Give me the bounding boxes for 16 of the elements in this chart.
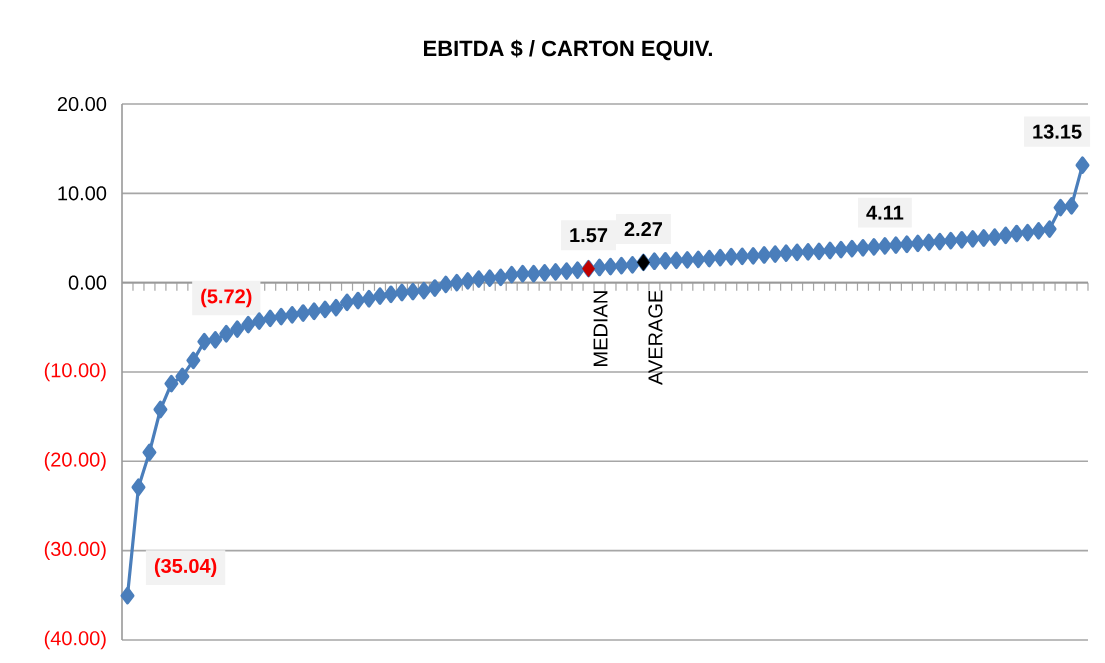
data-label: (35.04) [154, 558, 217, 577]
y-tick-label: 20.00 [57, 96, 107, 112]
y-tick-label: (20.00) [44, 452, 106, 471]
data-label: 13.15 [1033, 124, 1082, 139]
y-tick-label: (40.00) [44, 630, 106, 650]
text: MEDIAN [593, 291, 608, 366]
data-label: (5.72) [201, 288, 252, 308]
data-label: 2.27 [624, 222, 663, 236]
data-label: 1.57 [570, 228, 608, 243]
y-tick-label: (30.00) [44, 541, 106, 560]
y-tick-label: 0.00 [68, 275, 107, 290]
y-tick-label: 10.00 [58, 186, 107, 201]
text: AVERAGE [648, 290, 663, 385]
y-tick-label: (10.00) [44, 362, 106, 382]
chart-title: EBITDA $ / CARTON EQUIV. [424, 39, 712, 61]
data-label: 4.11 [866, 205, 904, 220]
